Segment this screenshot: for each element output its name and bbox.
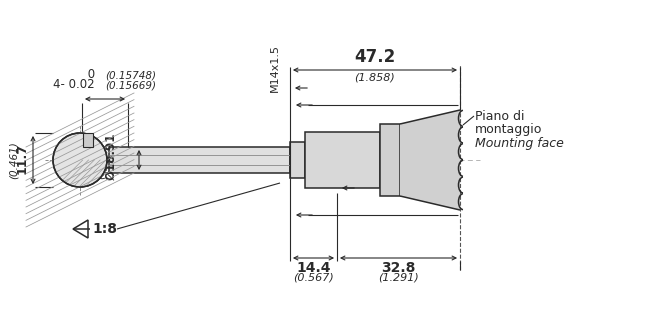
Text: Ø18.91: Ø18.91 <box>105 132 118 180</box>
Text: M14x1.5: M14x1.5 <box>270 44 280 92</box>
Text: (0.461): (0.461) <box>9 141 19 179</box>
Bar <box>109 147 290 173</box>
Bar <box>290 142 305 178</box>
Text: 11.7: 11.7 <box>16 144 29 174</box>
Text: Piano di: Piano di <box>475 110 525 122</box>
Text: (0.15669): (0.15669) <box>105 81 156 91</box>
Text: 14.4: 14.4 <box>296 261 331 275</box>
Text: (0.15748): (0.15748) <box>105 71 156 81</box>
Bar <box>305 132 380 188</box>
Bar <box>83 133 93 147</box>
Polygon shape <box>400 110 460 210</box>
Text: (0.744): (0.744) <box>96 141 106 179</box>
Text: montaggio: montaggio <box>475 124 542 136</box>
Text: 47.2: 47.2 <box>354 48 396 66</box>
Text: 0: 0 <box>69 68 95 81</box>
Text: 1:8: 1:8 <box>92 222 117 236</box>
Text: (0.567): (0.567) <box>293 273 334 283</box>
Text: (1.291): (1.291) <box>378 273 419 283</box>
Text: 4- 0.02: 4- 0.02 <box>53 78 95 91</box>
Ellipse shape <box>53 133 107 187</box>
Bar <box>380 124 400 196</box>
Text: Mounting face: Mounting face <box>475 137 564 151</box>
Text: (1.858): (1.858) <box>355 72 395 82</box>
Text: 32.8: 32.8 <box>382 261 416 275</box>
